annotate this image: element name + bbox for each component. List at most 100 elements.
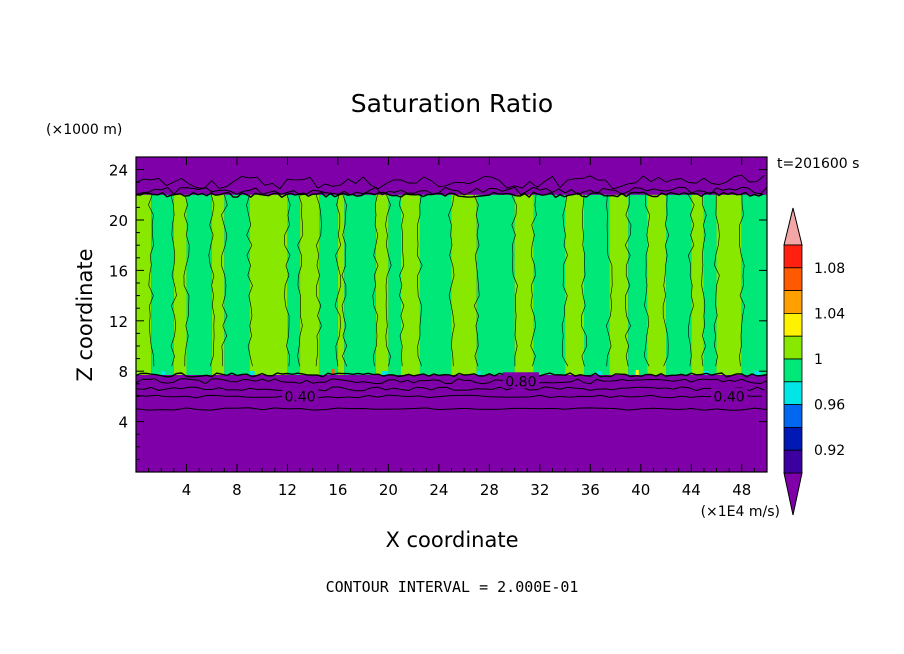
colorbar-segment (783, 312, 803, 337)
contour-column-edge (687, 194, 695, 367)
contour-column-edge (334, 194, 342, 367)
colorbar-label: 0.96 (814, 398, 845, 414)
contour-column-edge (398, 194, 405, 367)
contour-column-edge (183, 194, 190, 367)
saturation-column (300, 194, 319, 375)
contour-column-edge (624, 194, 632, 367)
contour-interval-note: CONTOUR INTERVAL = 2.000E-01 (326, 578, 579, 596)
y-tick-label: 24 (109, 162, 128, 180)
x-tick-label: 48 (732, 481, 751, 499)
x-tick-label: 12 (278, 481, 297, 499)
x-tick-label: 44 (682, 481, 701, 499)
colorbar-label: 1.08 (814, 261, 845, 277)
saturation-fleck (382, 370, 389, 375)
saturation-column (375, 194, 389, 375)
contour-column-edge (284, 194, 291, 367)
contour-label-bg (282, 387, 319, 404)
saturation-column (514, 194, 534, 375)
contour-base (135, 378, 768, 385)
saturation-column (249, 194, 288, 375)
saturation-fleck (596, 370, 602, 375)
saturation-column (401, 194, 420, 375)
saturation-column (609, 194, 629, 375)
contour-column-edge (511, 194, 518, 367)
contour-column-edge (662, 194, 670, 367)
x-tick-label: 20 (379, 481, 398, 499)
x-tick-label: 32 (530, 481, 549, 499)
contour-column-edge (341, 194, 348, 367)
contour-top-edge (135, 186, 768, 196)
x-tick-label: 28 (480, 481, 499, 499)
plot-area (136, 157, 767, 472)
contour-column-edge (416, 194, 423, 367)
contour-label: 0.40 (284, 389, 315, 405)
y-tick-label: 12 (109, 313, 128, 331)
contour-column-edge (246, 194, 253, 367)
saturation-column (533, 194, 566, 375)
colorbar-over-triangle (783, 207, 803, 246)
contour-column-edge (170, 194, 177, 367)
contour-base-edge (135, 372, 768, 378)
saturation-column (151, 194, 174, 375)
contour-lines: 0.80 0.40 0.40 (135, 174, 768, 411)
saturation-column (565, 194, 585, 375)
saturation-column (716, 194, 742, 375)
y-tick-label: 16 (109, 262, 128, 280)
contour-column-edge (315, 194, 322, 367)
saturation-column (344, 194, 376, 375)
x-tick-label: 36 (581, 481, 600, 499)
colorbar-segment (783, 335, 803, 360)
contour-0.80 (135, 386, 765, 392)
saturation-fleck (754, 370, 761, 375)
saturation-fleck (476, 370, 481, 375)
contour-0.40 (135, 407, 768, 411)
colorbar-segment (783, 358, 803, 383)
saturation-column (388, 194, 402, 375)
contour-label: 0.40 (714, 389, 745, 405)
saturation-column (476, 194, 515, 375)
saturation-column (318, 194, 338, 375)
colorbar-segment (783, 290, 803, 314)
contour-column-edge (448, 194, 455, 367)
y-unit-label: (×1000 m) (46, 122, 122, 138)
saturation-column (337, 194, 345, 375)
contour-column-edge (606, 194, 613, 367)
saturation-column (628, 194, 648, 375)
contour-column-edge (148, 194, 155, 367)
x-tick-label: 8 (232, 481, 242, 499)
colorbar-segment (783, 267, 803, 291)
chart-title: Saturation Ratio (351, 89, 553, 118)
saturation-column (691, 194, 704, 375)
y-tick-label: 4 (118, 414, 128, 432)
saturation-column (647, 194, 667, 375)
saturation-fleck (331, 368, 335, 375)
contour-0.60 (135, 394, 763, 399)
saturation-fleck (161, 370, 166, 375)
x-tick-label: 16 (328, 481, 347, 499)
colorbar-segment (783, 381, 803, 405)
contour-column-edge (221, 194, 228, 367)
contour-column-edge (561, 194, 569, 367)
saturation-column (419, 194, 452, 375)
contour-column-edge (581, 194, 588, 367)
saturation-column (224, 194, 250, 375)
x-tick-label: 4 (182, 481, 192, 499)
colorbar-under-triangle (783, 472, 803, 516)
contour-column-edge (297, 194, 304, 367)
y-tick-label: 8 (118, 363, 128, 381)
colorbar-segment (783, 449, 803, 474)
colorbar-segment (783, 426, 803, 451)
contour-column-edge (643, 194, 651, 367)
saturation-fleck (635, 369, 639, 375)
y-tick-label: 20 (109, 212, 128, 230)
colorbar-label: 1.04 (814, 306, 845, 322)
saturation-column (741, 194, 767, 375)
saturation-column (186, 194, 212, 375)
x-unit-label: (×1E4 m/s) (701, 504, 780, 520)
contour-column-edge (713, 194, 720, 367)
saturation-column (287, 194, 301, 375)
contour-column-edge (208, 194, 215, 367)
saturation-column (136, 194, 152, 375)
contour-column-edge (739, 194, 745, 367)
